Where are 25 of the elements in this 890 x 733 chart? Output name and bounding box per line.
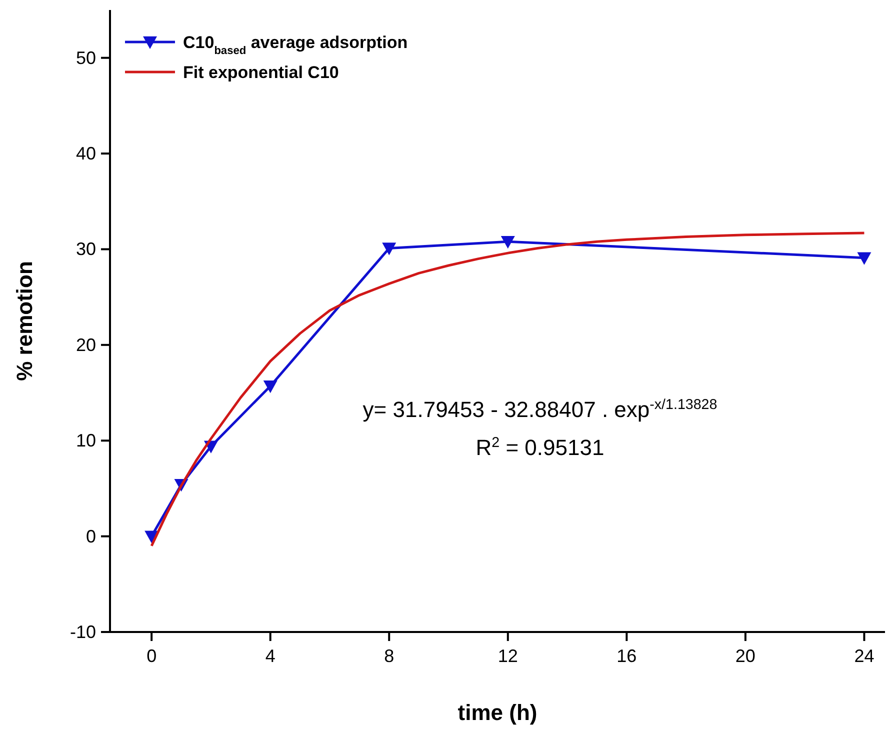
annotation: R$^{2}$ = 0.95131 xyxy=(476,435,604,460)
y-tick-label: -10 xyxy=(70,622,96,642)
legend-label: Fit exponential C10 xyxy=(183,63,339,82)
point xyxy=(500,236,515,249)
point xyxy=(857,252,872,265)
x-axis-title: time (h) xyxy=(458,700,538,725)
x-tick-label: 4 xyxy=(265,646,276,666)
x-tick-label: 16 xyxy=(616,646,637,666)
y-tick-label: 50 xyxy=(76,48,96,68)
y-tick-label: 20 xyxy=(76,334,96,355)
point xyxy=(144,530,159,544)
y-tick-label: 40 xyxy=(76,144,96,164)
x-tick-label: 12 xyxy=(498,646,518,666)
y-axis-title: % remotion xyxy=(12,261,37,381)
legend-label: C10$_{based}$ average adsorption xyxy=(183,33,408,57)
annotation: y= 31.79453 - 32.88407 . exp$^{-x/1.13828}$ xyxy=(362,397,718,422)
x-tick-label: 24 xyxy=(854,646,874,666)
y-tick-label: 30 xyxy=(76,239,96,260)
x-tick-label: 20 xyxy=(735,646,756,666)
x-tick-label: 8 xyxy=(384,646,394,666)
y-tick-label: 10 xyxy=(76,430,96,451)
x-tick-label: 0 xyxy=(146,646,157,666)
y-tick-label: 0 xyxy=(86,526,96,546)
point xyxy=(382,242,396,256)
point xyxy=(263,380,278,394)
